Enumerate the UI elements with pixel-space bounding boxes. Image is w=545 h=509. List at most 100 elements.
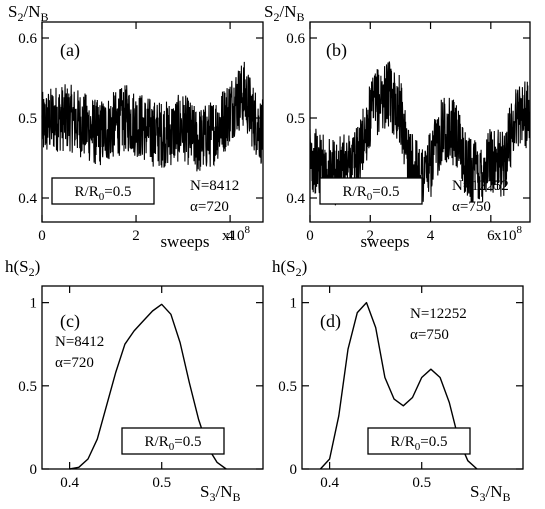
y-tick-label-b-0: 0.4: [286, 191, 305, 207]
note-a-1: α=720: [190, 199, 229, 215]
ratio-box-a: [51, 177, 155, 205]
x-tick-label-a-2: 4: [226, 228, 234, 244]
x-axis-label-d: S3/NB: [470, 482, 510, 504]
x-tick-label-d-0: 0.4: [320, 475, 339, 491]
y-label-main-c: h(S: [5, 257, 29, 276]
y-label-sub-d: 2: [296, 265, 302, 279]
panel-d: 0.4 0.500.51(d)h(S2)S3/NBR/R0=0.5N=12252α…: [272, 257, 524, 504]
note-d-0: N=12252: [410, 306, 467, 322]
y-axis-label-a: S2/NB: [8, 2, 48, 24]
x-label-tail-sub-d: B: [502, 490, 510, 504]
note-c-0: N=8412: [55, 334, 104, 350]
ratio-tail-b: =0.5: [372, 184, 399, 200]
ratio-label-d: R/R0=0.5: [391, 434, 448, 453]
y-label-tail-b: /N: [279, 2, 296, 21]
x-multiplier-b: x108: [494, 224, 523, 244]
ratio-main-c: R/R: [145, 434, 169, 450]
y-label-tail-d: ): [302, 257, 308, 276]
ratio-sub-a: 0: [99, 191, 105, 203]
x-tick-label-c-1: 0.5: [152, 475, 171, 491]
x-tick-label-b-1: 2: [367, 228, 375, 244]
x-multiplier-base-b: x10: [494, 228, 517, 244]
panel-c: 0.4 0.500.51(c)h(S2)S3/NBR/R0=0.5N=8412α=…: [5, 257, 264, 504]
note-b-1: α=750: [452, 199, 491, 215]
ratio-tail-c: =0.5: [174, 434, 201, 450]
y-label-tail-c: ): [35, 257, 41, 276]
y-label-tail-a: /N: [23, 2, 40, 21]
x-label-tail-sub-c: B: [232, 490, 240, 504]
x-label-tail-c: /N: [215, 482, 232, 501]
y-label-tail-sub-a: B: [40, 10, 48, 24]
x-multiplier-a: x108: [222, 224, 251, 244]
x-tick-label-d-1: 0.5: [412, 475, 431, 491]
note-a-0: N=8412: [190, 178, 239, 194]
y-label-sub-c: 2: [29, 265, 35, 279]
y-label-sub-a: 2: [17, 10, 23, 24]
y-label-main-d: h(S: [272, 257, 296, 276]
y-tick-label-a-2: 0.6: [18, 31, 37, 47]
series-a-0: [41, 61, 264, 172]
ratio-label-c: R/R0=0.5: [145, 434, 202, 453]
y-tick-label-a-1: 0.5: [18, 111, 37, 127]
ratio-label-a: R/R0=0.5: [75, 184, 132, 203]
y-axis-label-d: h(S2): [272, 257, 307, 279]
ratio-tail-d: =0.5: [420, 434, 447, 450]
panel-letter-a: (a): [60, 40, 80, 61]
x-label-tail-d: /N: [485, 482, 502, 501]
note-c-1: α=720: [55, 355, 94, 371]
x-tick-label-c-0: 0.4: [60, 475, 79, 491]
series-d-0: [319, 301, 478, 470]
ratio-box-c: [121, 427, 225, 455]
panel-letter-b: (b): [326, 40, 347, 61]
x-label-main-c: S: [200, 482, 209, 501]
x-multiplier-exp-a: 8: [245, 224, 251, 236]
y-tick-label-b-1: 0.5: [286, 111, 305, 127]
ratio-main-a: R/R: [75, 184, 99, 200]
y-label-main-a: S: [8, 2, 17, 21]
ratio-main-d: R/R: [391, 434, 415, 450]
x-tick-label-b-0: 0: [306, 228, 314, 244]
note-d-1: α=750: [410, 327, 449, 343]
y-tick-label-d-0: 0: [290, 462, 298, 478]
x-tick-label-a-0: 0: [38, 228, 46, 244]
x-tick-label-b-2: 4: [427, 228, 435, 244]
plot-frame-a: [41, 21, 264, 223]
y-tick-label-b-2: 0.6: [286, 31, 305, 47]
series-b-0: [309, 61, 531, 206]
y-tick-label-d-2: 1: [290, 296, 298, 312]
y-tick-label-c-1: 0.5: [18, 379, 37, 395]
y-tick-label-c-2: 1: [30, 296, 38, 312]
x-tick-label-b-3: 6: [487, 228, 495, 244]
y-label-tail-sub-b: B: [296, 10, 304, 24]
x-label-sub-c: 3: [209, 490, 215, 504]
ratio-main-b: R/R: [343, 184, 367, 200]
ratio-label-b: R/R0=0.5: [343, 184, 400, 203]
x-axis-label-c: S3/NB: [200, 482, 240, 504]
y-label-main-b: S: [264, 2, 273, 21]
x-axis-label-b: sweeps: [360, 232, 409, 251]
x-multiplier-base-a: x10: [222, 228, 245, 244]
x-label-sub-d: 3: [479, 490, 485, 504]
plot-frame-d: [301, 285, 524, 470]
ratio-box-b: [319, 177, 423, 205]
ratio-sub-d: 0: [415, 441, 421, 453]
series-c-0: [69, 303, 227, 470]
ratio-tail-a: =0.5: [104, 184, 131, 200]
y-axis-label-c: h(S2): [5, 257, 40, 279]
plot-frame-b: [309, 21, 531, 223]
ratio-box-d: [367, 427, 471, 455]
y-label-sub-b: 2: [273, 10, 279, 24]
y-axis-label-b: S2/NB: [264, 2, 304, 24]
panel-letter-c: (c): [60, 311, 80, 332]
y-tick-label-d-1: 0.5: [278, 379, 297, 395]
x-label-main-d: S: [470, 482, 479, 501]
x-axis-label-a: sweeps: [160, 232, 209, 251]
y-tick-label-c-0: 0: [30, 462, 38, 478]
plot-frame-c: [41, 285, 264, 470]
ratio-sub-c: 0: [169, 441, 175, 453]
ratio-sub-b: 0: [367, 191, 373, 203]
panel-letter-d: (d): [320, 311, 341, 332]
note-b-0: N=12252: [452, 178, 509, 194]
